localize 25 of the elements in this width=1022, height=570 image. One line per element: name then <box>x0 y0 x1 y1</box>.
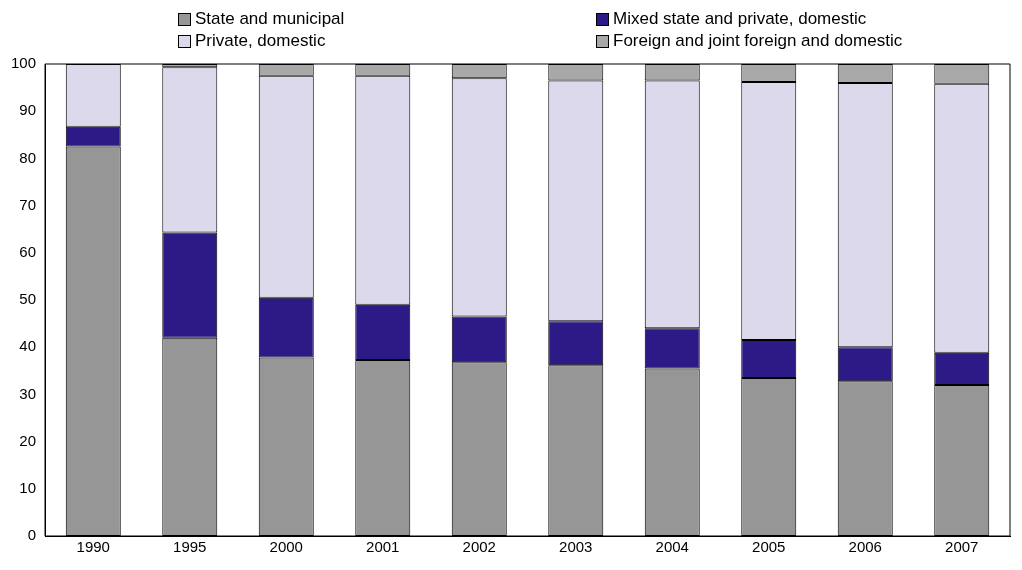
y-tick-label: 10 <box>19 478 37 496</box>
y-tick-label: 20 <box>19 431 37 449</box>
y-tick-label: 0 <box>27 526 37 544</box>
y-tick-label: 30 <box>19 384 37 402</box>
x-tick-label: 1990 <box>76 538 110 556</box>
x-tick-label: 2006 <box>848 538 882 556</box>
y-tick-label: 100 <box>11 54 37 72</box>
x-tick-label: 2004 <box>655 538 689 556</box>
x-tick-label: 2005 <box>752 538 786 556</box>
x-tick-label: 2002 <box>462 538 496 556</box>
x-tick-label: 2007 <box>945 538 979 556</box>
x-tick-label: 2003 <box>559 538 593 556</box>
legend-label: Mixed state and private, domestic <box>613 8 867 30</box>
legend-label: Private, domestic <box>195 30 326 52</box>
y-tick-label: 70 <box>19 195 37 213</box>
x-tick-label: 2000 <box>269 538 303 556</box>
legend-label: Foreign and joint foreign and domestic <box>613 30 903 52</box>
legend-label: State and municipal <box>195 8 345 30</box>
y-tick-label: 80 <box>19 148 37 166</box>
x-tick-label: 2001 <box>366 538 400 556</box>
y-tick-label: 50 <box>19 290 37 308</box>
y-tick-label: 60 <box>19 242 37 260</box>
x-tick-label: 1995 <box>173 538 207 556</box>
y-tick-label: 90 <box>19 101 37 119</box>
y-tick-label: 40 <box>19 337 37 355</box>
